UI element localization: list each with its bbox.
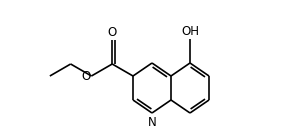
Text: O: O xyxy=(108,26,117,39)
Text: N: N xyxy=(148,116,156,129)
Text: OH: OH xyxy=(181,25,199,38)
Text: O: O xyxy=(81,70,90,83)
